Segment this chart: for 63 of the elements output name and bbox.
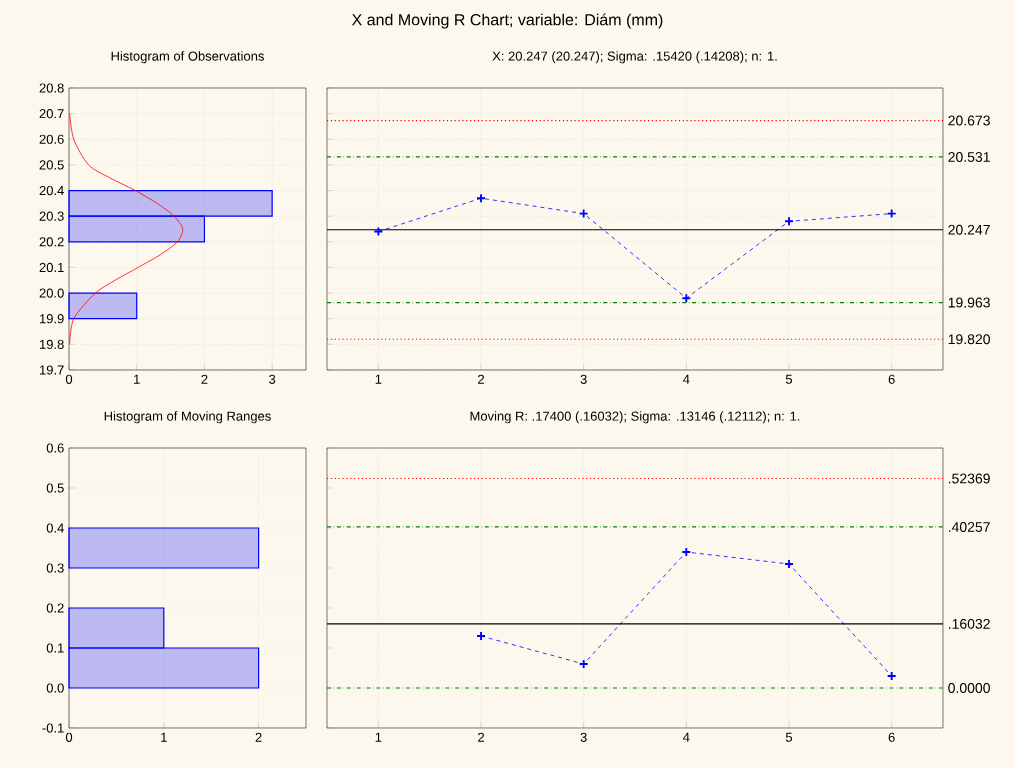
y-tick-label: 19.9 xyxy=(39,314,64,324)
x-tick-label: 2 xyxy=(478,732,484,742)
x-tick-label: 2 xyxy=(201,374,208,384)
x-tick-label: 3 xyxy=(269,374,276,384)
y-tick-label: 0.2 xyxy=(46,603,64,613)
chart-title: Moving R: .17400 (.16032); Sigma: .13146 (.12112); n: 1. xyxy=(470,411,800,424)
x-tick-label: 0 xyxy=(65,732,73,742)
x-tick-label: 1 xyxy=(375,374,382,384)
y-tick-label: 20.8 xyxy=(39,83,64,93)
text: X and Moving R Chart; variable: Diám (mm) xyxy=(351,13,663,29)
y-tick-label: 20.2 xyxy=(39,237,64,247)
point xyxy=(886,671,897,681)
y-tick-label: 20.6 xyxy=(39,134,64,144)
ref-line-label: 0.0000 xyxy=(948,683,990,693)
x-tick-label: 3 xyxy=(580,732,587,742)
y-tick-label: 0.4 xyxy=(46,523,64,533)
ref-line-label: 20.531 xyxy=(948,152,990,162)
x-tick-label: 6 xyxy=(888,732,895,742)
ref-line-label: 20.247 xyxy=(948,224,990,235)
y-tick-label: 20.3 xyxy=(39,211,64,221)
ref-line-label: 19.963 xyxy=(948,297,990,308)
point xyxy=(578,659,589,669)
x-tick-label: 1 xyxy=(375,732,382,742)
y-tick-label: 19.7 xyxy=(39,365,64,375)
y-tick-label: 0.0 xyxy=(46,683,64,693)
x-tick-label: 4 xyxy=(683,732,690,742)
y-tick-label: 19.8 xyxy=(39,339,64,349)
x-tick-label: 6 xyxy=(888,374,895,384)
x-tick-label: 2 xyxy=(478,374,484,384)
point xyxy=(681,293,692,304)
point xyxy=(886,208,897,219)
x-tick-label: 1 xyxy=(134,374,140,384)
point xyxy=(476,193,486,204)
x-tick-label: 3 xyxy=(580,374,587,384)
y-tick-label: 0.1 xyxy=(46,643,64,653)
ref-line-label: .16032 xyxy=(948,618,990,629)
point xyxy=(784,216,794,227)
ref-line-label: 19.820 xyxy=(948,334,990,345)
y-tick-label: 20.0 xyxy=(39,288,64,298)
y-tick-label: 0.6 xyxy=(46,443,64,453)
x-tick-label: 0 xyxy=(65,374,73,384)
y-tick-label: 20.5 xyxy=(39,160,64,170)
y-tick-label: 20.4 xyxy=(39,185,64,196)
y-tick-label: -0.1 xyxy=(42,723,64,733)
chart-title: Histogram of Moving Ranges xyxy=(104,411,271,424)
point xyxy=(784,559,794,569)
chart-title: X: 20.247 (20.247); Sigma: .15420 (.14208); n: 1. xyxy=(492,51,777,64)
y-tick-label: 0.3 xyxy=(46,563,64,573)
ref-line-label: .40257 xyxy=(948,522,990,532)
x-tick-label: 4 xyxy=(683,374,690,384)
ref-line-label: 20.673 xyxy=(948,115,990,126)
x-tick-label: 1 xyxy=(161,732,167,742)
point xyxy=(681,547,692,557)
x-tick-label: 2 xyxy=(255,732,262,742)
y-tick-label: 0.5 xyxy=(46,483,64,493)
y-tick-label: 20.1 xyxy=(39,262,64,273)
point xyxy=(578,208,589,219)
ref-line-label: .52369 xyxy=(948,473,990,484)
x-tick-label: 5 xyxy=(785,374,793,384)
y-tick-label: 20.7 xyxy=(39,109,64,119)
chart-title: Histogram of Observations xyxy=(111,51,264,64)
point xyxy=(476,631,486,641)
x-tick-label: 5 xyxy=(785,732,793,742)
